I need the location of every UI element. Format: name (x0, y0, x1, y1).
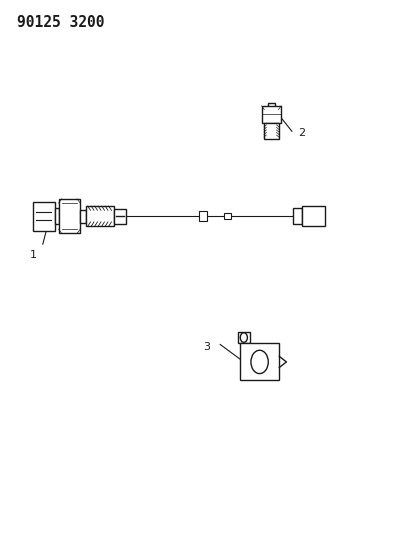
Bar (302, 206, 326, 226)
Bar (55, 208, 58, 224)
Bar (224, 213, 231, 219)
Bar (86, 206, 114, 226)
Bar (293, 208, 302, 224)
Bar (264, 123, 279, 139)
Text: 2: 2 (298, 128, 305, 138)
Text: 90125 3200: 90125 3200 (17, 14, 105, 30)
Bar (198, 212, 207, 221)
Bar (114, 209, 125, 223)
Circle shape (240, 333, 247, 342)
Bar (58, 199, 80, 233)
Bar (80, 209, 86, 223)
Text: 1: 1 (29, 249, 37, 260)
Bar (268, 103, 275, 114)
Bar (33, 201, 55, 231)
Bar (262, 106, 281, 123)
Text: 3: 3 (203, 342, 210, 352)
Circle shape (251, 350, 268, 374)
Bar (240, 343, 279, 381)
Bar (237, 332, 250, 343)
